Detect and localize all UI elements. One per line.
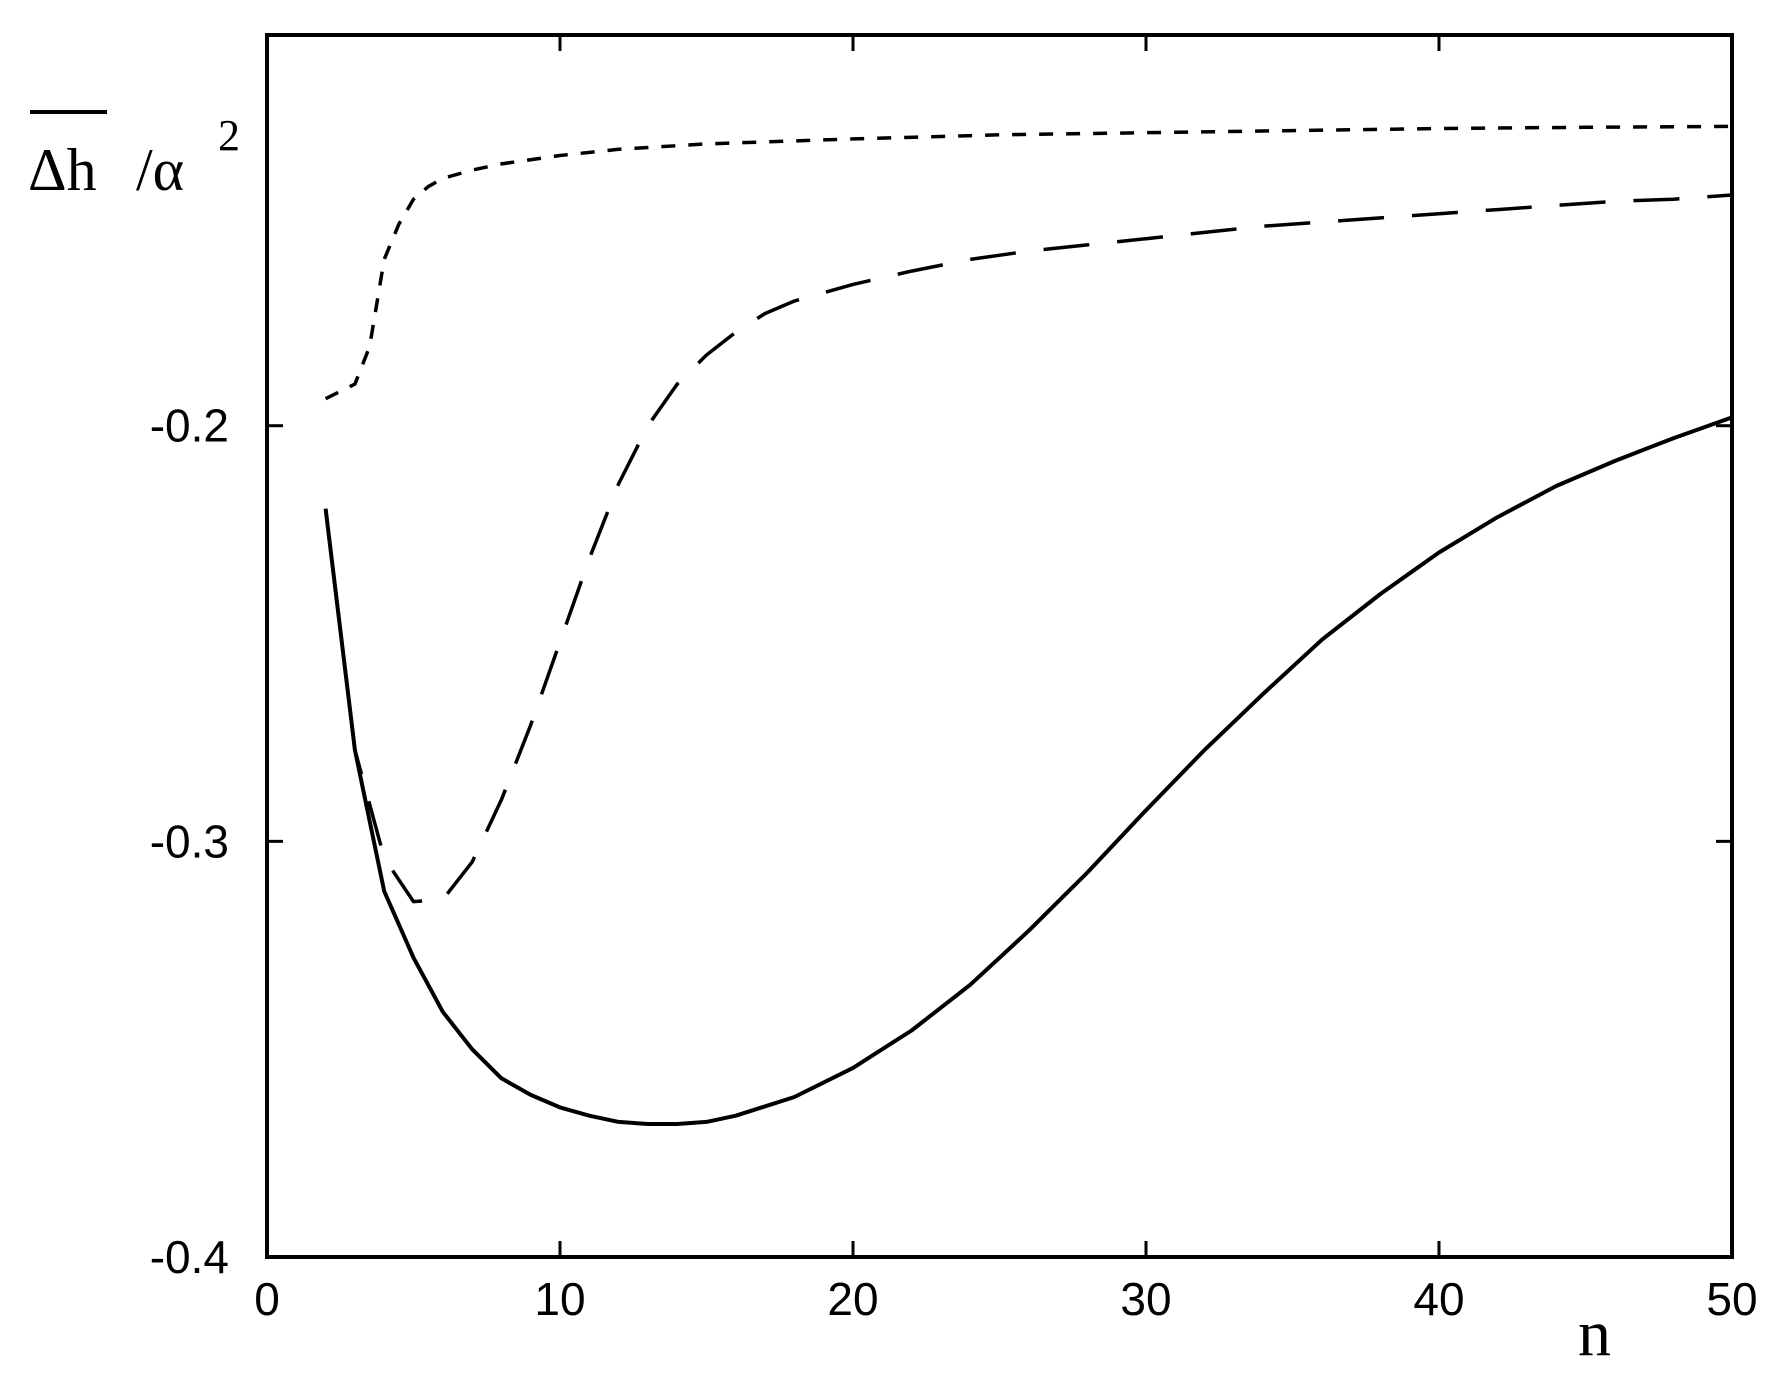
y-axis-label-divisor: /α bbox=[136, 137, 184, 203]
y-tick-label-1: -0.3 bbox=[150, 815, 229, 867]
series-lines bbox=[323, 124, 1733, 1126]
x-tick-label-4: 40 bbox=[1413, 1273, 1464, 1325]
y-tick-label-0: -0.2 bbox=[150, 400, 229, 452]
plot-frame bbox=[265, 33, 1734, 1259]
series-line-long-dash bbox=[323, 193, 1733, 904]
x-tick-label-5: 50 bbox=[1706, 1273, 1757, 1325]
tick-labels: 0 10 20 30 40 50 -0.2 -0.3 -0.4 bbox=[150, 400, 1758, 1325]
y-tick-label-2: -0.4 bbox=[150, 1231, 229, 1283]
x-tick-label-2: 20 bbox=[827, 1273, 878, 1325]
y-axis-label: Δh /α 2 bbox=[28, 110, 240, 203]
series-line-short-dash bbox=[324, 124, 1733, 401]
x-tick-label-3: 30 bbox=[1120, 1273, 1171, 1325]
y-axis-label-exponent: 2 bbox=[218, 111, 240, 160]
x-axis-label: n bbox=[1578, 1297, 1611, 1370]
x-tick-label-0: 0 bbox=[254, 1273, 280, 1325]
series-line-solid bbox=[323, 415, 1733, 1126]
y-axis-label-symbol: Δh bbox=[28, 137, 97, 203]
tick-marks bbox=[265, 35, 1734, 1259]
x-tick-label-1: 10 bbox=[534, 1273, 585, 1325]
